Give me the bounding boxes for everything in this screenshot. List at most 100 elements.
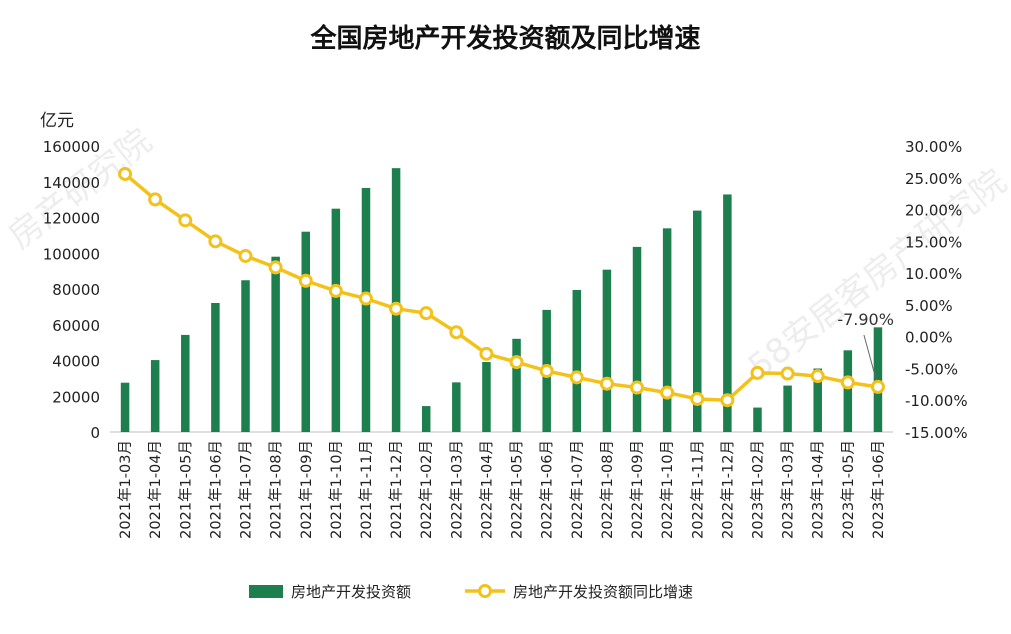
line-point bbox=[449, 325, 464, 340]
line-point bbox=[660, 385, 675, 400]
line-point bbox=[630, 380, 645, 395]
bar bbox=[512, 338, 521, 432]
bar bbox=[391, 168, 401, 432]
line-point bbox=[780, 366, 795, 381]
x-tick-label: 2021年1-06月 bbox=[207, 440, 224, 539]
x-tick-label: 2023年1-04月 bbox=[810, 440, 827, 539]
legend: 房地产开发投资额 房地产开发投资额同比增速 bbox=[249, 583, 693, 601]
line-point bbox=[208, 234, 223, 249]
bar bbox=[452, 382, 461, 432]
bar bbox=[211, 302, 220, 432]
line-point bbox=[479, 346, 494, 361]
line-point bbox=[298, 273, 313, 288]
x-tick-label: 2021年1-12月 bbox=[388, 440, 405, 539]
x-tick-label: 2022年1-03月 bbox=[448, 440, 465, 539]
x-tick-label: 2022年1-06月 bbox=[539, 440, 556, 539]
y-left-axis: 0 20000 40000 60000 80000 100000 120000 140000 1… bbox=[43, 138, 100, 442]
line-point bbox=[509, 355, 524, 370]
line-point bbox=[720, 393, 735, 408]
x-axis-labels: 2021年1-03月 2021年1-04月 2021年1-05月 2021年1-06月… bbox=[117, 440, 887, 539]
line-point bbox=[148, 192, 163, 207]
y-left-tick: 60000 bbox=[52, 317, 100, 335]
legend-label-bar: 房地产开发投资额 bbox=[291, 583, 411, 601]
line-point bbox=[328, 283, 343, 298]
bar bbox=[662, 228, 672, 432]
bar bbox=[783, 385, 792, 432]
x-tick-label: 2021年1-10月 bbox=[328, 440, 345, 539]
y-right-tick: -10.00% bbox=[905, 392, 968, 410]
x-tick-label: 2021年1-09月 bbox=[298, 440, 315, 539]
bar bbox=[632, 246, 642, 432]
x-tick-label: 2022年1-10月 bbox=[659, 440, 676, 539]
line-point bbox=[358, 291, 373, 306]
bar bbox=[813, 368, 822, 432]
y-right-tick: 15.00% bbox=[905, 233, 962, 251]
x-tick-label: 2021年1-07月 bbox=[238, 440, 255, 539]
x-tick-label: 2021年1-03月 bbox=[117, 440, 134, 539]
line-point bbox=[419, 306, 434, 321]
y-left-tick: 160000 bbox=[43, 138, 100, 156]
bar bbox=[482, 362, 491, 432]
y-left-tick: 80000 bbox=[52, 281, 100, 299]
bar bbox=[301, 231, 310, 432]
line-point bbox=[599, 376, 614, 391]
line-point bbox=[750, 365, 765, 380]
y-right-tick: 10.00% bbox=[905, 265, 962, 283]
x-tick-label: 2022年1-05月 bbox=[509, 440, 526, 539]
bar bbox=[723, 194, 732, 432]
y-right-tick: 30.00% bbox=[905, 138, 962, 156]
annotation-leader bbox=[863, 334, 877, 380]
bar bbox=[873, 327, 883, 432]
chart-title: 全国房地产开发投资额及同比增速 bbox=[310, 24, 701, 54]
line-point bbox=[268, 260, 283, 275]
y-left-tick: 120000 bbox=[43, 210, 100, 228]
x-tick-label: 2022年1-02月 bbox=[418, 440, 435, 539]
y-left-unit: 亿元 bbox=[40, 111, 74, 131]
x-tick-label: 2023年1-06月 bbox=[870, 440, 887, 539]
y-right-tick: -15.00% bbox=[905, 424, 968, 442]
y-left-tick: 20000 bbox=[52, 388, 100, 406]
line-point bbox=[569, 370, 584, 385]
line-point bbox=[539, 363, 554, 378]
watermark: 房产研究院 58安居客房产研究院 bbox=[1, 121, 1011, 387]
y-left-tick: 0 bbox=[90, 424, 100, 442]
line-point bbox=[178, 213, 193, 228]
line-point bbox=[118, 166, 133, 181]
line-point bbox=[690, 391, 705, 406]
legend-bar-swatch bbox=[249, 585, 283, 598]
x-tick-label: 2022年1-09月 bbox=[629, 440, 646, 539]
x-tick-label: 2021年1-05月 bbox=[177, 440, 194, 539]
y-right-tick: 0.00% bbox=[905, 329, 953, 347]
y-right-tick: 25.00% bbox=[905, 170, 962, 188]
bar bbox=[693, 210, 702, 432]
y-right-tick: 20.00% bbox=[905, 202, 962, 220]
x-tick-label: 2022年1-12月 bbox=[719, 440, 736, 539]
y-left-tick: 40000 bbox=[52, 353, 100, 371]
y-left-tick: 140000 bbox=[43, 174, 100, 192]
line-point bbox=[389, 301, 404, 316]
x-tick-label: 2023年1-03月 bbox=[780, 440, 797, 539]
bar bbox=[271, 256, 280, 432]
bar bbox=[361, 187, 371, 432]
bar-series bbox=[120, 168, 883, 432]
y-right-tick: 5.00% bbox=[905, 297, 953, 315]
bar bbox=[421, 406, 431, 432]
data-label: -7.90% bbox=[837, 310, 894, 329]
line-point bbox=[840, 375, 855, 390]
x-tick-label: 2021年1-08月 bbox=[268, 440, 285, 539]
x-tick-label: 2022年1-04月 bbox=[478, 440, 495, 539]
line-point bbox=[810, 369, 825, 384]
line-point bbox=[870, 379, 885, 394]
x-tick-label: 2022年1-11月 bbox=[689, 440, 706, 539]
line-markers bbox=[118, 166, 885, 408]
legend-line-marker bbox=[478, 584, 492, 598]
y-right-axis: -15.00% -10.00% -5.00% 0.00% 5.00% 10.00% 15.0… bbox=[905, 138, 968, 442]
bar bbox=[602, 269, 612, 432]
x-tick-label: 2022年1-08月 bbox=[599, 440, 616, 539]
bar bbox=[150, 360, 160, 432]
bar bbox=[753, 407, 762, 432]
x-tick-label: 2023年1-02月 bbox=[749, 440, 766, 539]
line-point bbox=[238, 248, 253, 263]
x-tick-label: 2021年1-04月 bbox=[147, 440, 164, 539]
